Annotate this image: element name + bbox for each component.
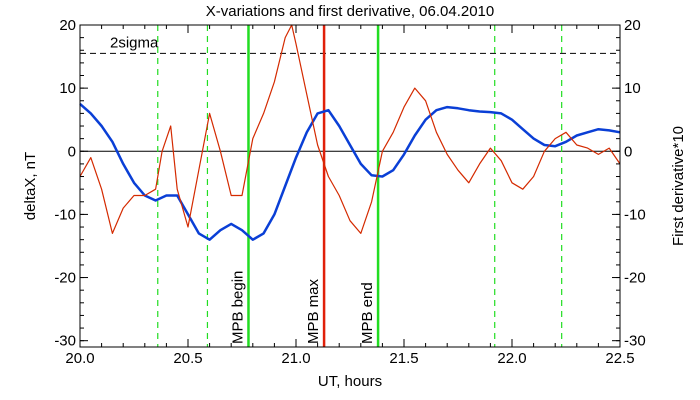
x-tick-label: 22.5 [605, 350, 634, 367]
y-tick-label-right: -30 [624, 333, 646, 350]
y-tick-label-right: 10 [624, 80, 641, 97]
y-tick-label-right: -20 [624, 270, 646, 287]
x-tick-label: 20.5 [173, 350, 202, 367]
plot-area: 2sigma MPB begin MPB max MPB end 20.0 20.5 21.… [54, 17, 645, 367]
vline-label-mpb-end: MPB end [359, 282, 376, 344]
y-tick-label-left: 0 [68, 143, 76, 160]
y-tick-label-left: 20 [59, 17, 76, 34]
vline-label-mpb-max: MPB max [305, 278, 322, 344]
y-axis-label-right: First derivative*10 [670, 126, 687, 246]
series-line-first-derivative-10 [79, 24, 621, 234]
plot-frame [79, 24, 621, 348]
x-tick-label: 21.5 [389, 350, 418, 367]
y-axis-label-left: deltaX, nT [22, 152, 39, 220]
sigma-label: 2sigma [110, 34, 159, 51]
y-tick-label-right: 0 [624, 143, 632, 160]
y-tick-label-left: -10 [54, 206, 76, 223]
vline-label-mpb-begin: MPB begin [229, 271, 246, 344]
series-line-deltax [79, 102, 621, 241]
y-tick-label-left: -30 [54, 333, 76, 350]
x-tick-label: 20.0 [65, 350, 94, 367]
x-axis-label: UT, hours [318, 373, 382, 390]
y-tick-label-left: -20 [54, 270, 76, 287]
y-tick-label-right: -10 [624, 206, 646, 223]
y-tick-label-left: 10 [59, 80, 76, 97]
x-tick-label: 21.0 [281, 350, 310, 367]
chart-title: X-variations and first derivative, 06.04… [206, 3, 495, 20]
x-tick-label: 22.0 [497, 350, 526, 367]
y-tick-label-right: 20 [624, 17, 641, 34]
